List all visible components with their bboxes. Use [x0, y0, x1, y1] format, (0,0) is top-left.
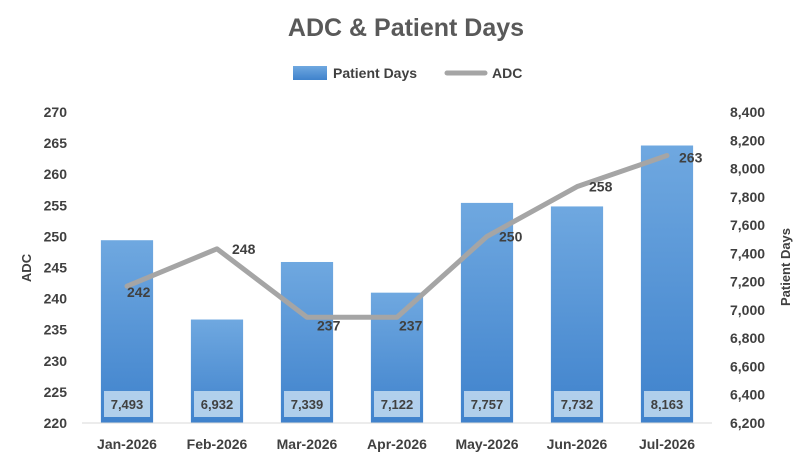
- y-right-tick: 7,400: [730, 245, 765, 261]
- adc-label: 258: [589, 179, 613, 195]
- adc-label: 250: [499, 228, 523, 244]
- x-tick: Jun-2026: [547, 436, 608, 452]
- y-left-tick: 260: [44, 166, 68, 182]
- y-left-tick: 270: [44, 104, 68, 120]
- bar-patient-days: [640, 145, 694, 424]
- adc-label: 237: [399, 317, 423, 333]
- bar-label-box: [644, 391, 690, 417]
- bar-label-box: [104, 391, 150, 417]
- x-tick: May-2026: [455, 436, 518, 452]
- adc-line-series: [124, 153, 670, 320]
- x-axis-ticks: Jan-2026 Feb-2026 Mar-2026 Apr-2026 May-2026…: [97, 436, 695, 452]
- bar-label: 7,732: [561, 397, 594, 412]
- y-left-tick: 240: [44, 291, 68, 307]
- y-right-tick: 8,200: [730, 132, 765, 148]
- x-tick: Apr-2026: [367, 436, 427, 452]
- y-right-tick: 7,800: [730, 189, 765, 205]
- bar-label-box: [554, 391, 600, 417]
- y-left-ticks: 220 225 230 235 240 245 250 255 260 265 270: [44, 104, 68, 431]
- y-left-tick: 220: [44, 415, 68, 431]
- adc-label: 242: [127, 284, 151, 300]
- x-tick: Jul-2026: [639, 436, 695, 452]
- chart-title: ADC & Patient Days: [288, 14, 524, 42]
- y-right-tick: 7,600: [730, 217, 765, 233]
- legend-label-patient-days: Patient Days: [333, 65, 417, 81]
- y-left-tick: 235: [44, 322, 68, 338]
- y-left-tick: 265: [44, 135, 68, 151]
- bar-label: 7,757: [471, 397, 504, 412]
- bar-patient-days: [550, 206, 604, 423]
- adc-labels: 242 248 237 237 250 258 263: [127, 150, 703, 334]
- bar-label: 8,163: [651, 397, 684, 412]
- bar-label: 7,339: [291, 397, 324, 412]
- y-right-tick: 8,400: [730, 104, 765, 120]
- y-right-tick: 6,200: [730, 415, 765, 431]
- bar-label: 7,122: [381, 397, 414, 412]
- x-tick: Feb-2026: [187, 436, 248, 452]
- adc-line: [124, 153, 670, 320]
- y-left-axis-title: ADC: [19, 253, 34, 282]
- legend-swatch-patient-days: [293, 66, 327, 80]
- y-left-tick: 255: [44, 197, 68, 213]
- bar-labels: 7,493 6,932 7,339 7,122 7,757 7,732 8,163: [104, 391, 690, 417]
- adc-label: 248: [232, 241, 256, 257]
- y-left-tick: 250: [44, 228, 68, 244]
- y-left-tick: 225: [44, 384, 68, 400]
- y-right-tick: 7,000: [730, 302, 765, 318]
- y-left-tick: 245: [44, 260, 68, 276]
- bar-label: 7,493: [111, 397, 144, 412]
- y-right-tick: 6,800: [730, 330, 765, 346]
- y-right-tick: 7,200: [730, 274, 765, 290]
- y-right-ticks: 6,200 6,400 6,600 6,800 7,000 7,200 7,400 7,600…: [730, 104, 765, 431]
- bar-label: 6,932: [201, 397, 234, 412]
- x-tick: Jan-2026: [97, 436, 157, 452]
- bar-label-box: [284, 391, 330, 417]
- y-right-axis-title: Patient Days: [778, 228, 793, 306]
- y-right-tick: 6,400: [730, 387, 765, 403]
- legend: Patient Days ADC: [293, 65, 522, 81]
- legend-label-adc: ADC: [492, 65, 522, 81]
- adc-label: 263: [679, 150, 703, 166]
- bar-label-box: [464, 391, 510, 417]
- y-left-tick: 230: [44, 353, 68, 369]
- bar-label-box: [374, 391, 420, 417]
- x-tick: Mar-2026: [277, 436, 338, 452]
- adc-label: 237: [317, 317, 341, 333]
- y-right-tick: 8,000: [730, 161, 765, 177]
- y-right-tick: 6,600: [730, 358, 765, 374]
- bar-label-box: [194, 391, 240, 417]
